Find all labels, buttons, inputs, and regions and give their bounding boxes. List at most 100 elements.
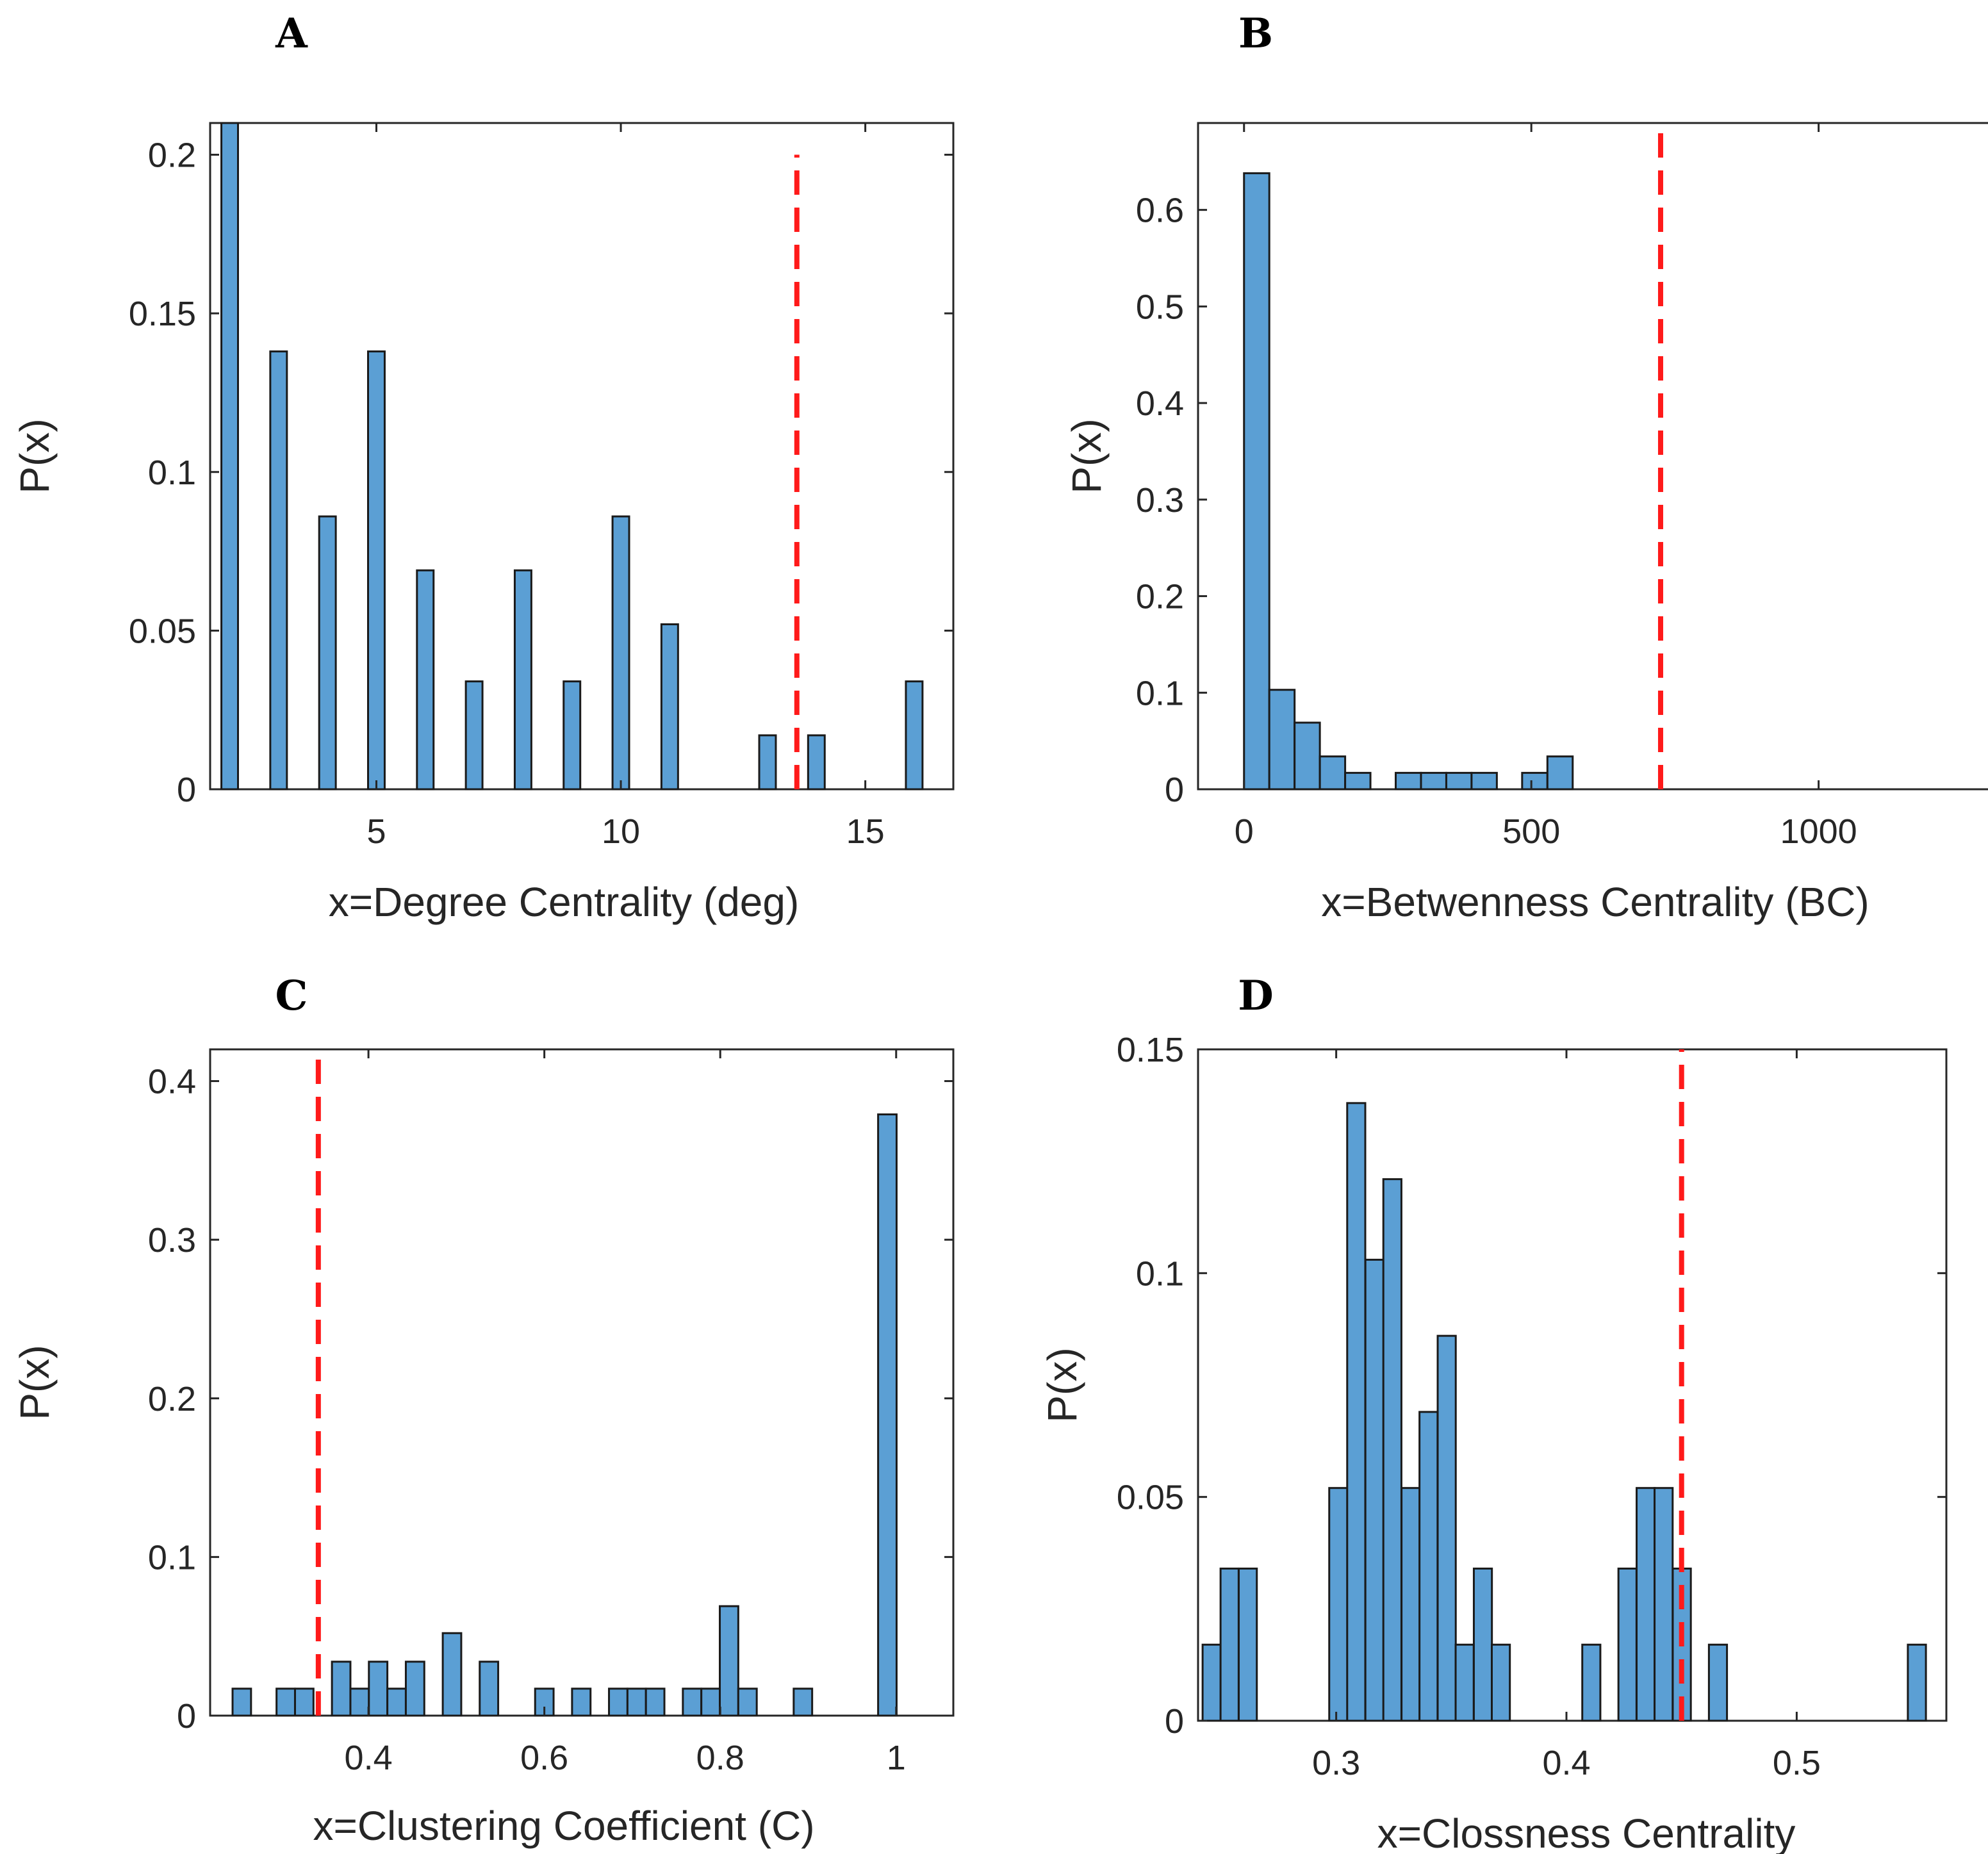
panel-a-y-tick-label: 0.05: [129, 612, 196, 650]
panel-c-y-tick-label: 0.2: [148, 1380, 196, 1418]
panel-d-bar: [1454, 1643, 1475, 1722]
panel-c-bar: [793, 1687, 814, 1717]
panel-c-bar: [441, 1632, 463, 1717]
panel-d-bar: [1654, 1487, 1674, 1722]
panel-a-bar: [905, 680, 924, 791]
panel-a-y-axis-label: P(x): [12, 418, 58, 493]
panel-c-bar: [608, 1687, 628, 1717]
panel-d-axes-box: [1197, 1048, 1948, 1722]
panel-b-bar: [1420, 771, 1447, 791]
panel-d-bar: [1418, 1411, 1439, 1722]
panel-b-x-tick-label: 500: [1502, 812, 1560, 851]
panel-d: D 0.3 0.4 0.5 0 0.05 0.1 0.15 x=Clossness Cen…: [1039, 972, 1948, 1854]
panel-a-bar: [758, 734, 777, 791]
panel-b-x-tick-label: 0: [1235, 812, 1254, 851]
panel-b-x-ticks: 050010001500: [1235, 123, 1857, 851]
panel-a-bar: [220, 122, 240, 791]
panel-a-bar: [660, 623, 679, 791]
panel-a-bar: [269, 350, 288, 791]
panel-a-x-ticks: 5 10 15: [366, 123, 885, 851]
panel-c-y-tick-label: 0.1: [148, 1538, 196, 1577]
panel-c-bar: [479, 1661, 500, 1717]
panel-b-y-tick-label: 0.5: [1136, 288, 1184, 326]
panel-c-bar: [404, 1661, 425, 1717]
panel-c-y-tick-label: 0: [177, 1697, 196, 1735]
panel-b-y-tick-label: 0.1: [1136, 674, 1184, 712]
panel-c-bar: [275, 1687, 296, 1717]
panel-c-letter: C: [275, 972, 308, 1020]
panel-a: A 5 10 15 0 0.05 0.1 0.15 0.2 x=Degree Central…: [12, 10, 955, 925]
panel-c-bar: [719, 1605, 739, 1717]
panel-c: C 0.4 0.6 0.8 1 0 0.1 0.2 0.3 0.4 x=Clustering …: [12, 972, 955, 1849]
panel-c-axes-box: [209, 1048, 955, 1717]
panel-c-bar: [293, 1687, 315, 1717]
panel-b-y-tick-label: 0.3: [1136, 481, 1184, 520]
panel-c-x-tick-label: 0.8: [696, 1739, 744, 1777]
panel-d-bar: [1201, 1643, 1222, 1722]
panel-b-bar: [1318, 755, 1347, 791]
panel-a-y-ticks: 0 0.05 0.1 0.15 0.2: [129, 136, 953, 809]
panel-a-x-tick-label: 10: [602, 812, 640, 851]
panel-b-bar: [1445, 771, 1473, 791]
panel-d-bar: [1617, 1567, 1638, 1722]
panel-b-bar: [1521, 771, 1549, 791]
panel-d-x-tick-label: 0.5: [1773, 1744, 1821, 1782]
panel-b-bar: [1294, 721, 1321, 791]
panel-d-x-tick-label: 0.3: [1312, 1744, 1360, 1782]
panel-d-bar: [1219, 1567, 1240, 1722]
panel-b-bar: [1344, 771, 1372, 791]
panel-d-bar: [1328, 1487, 1349, 1722]
panel-a-axes-box: [209, 122, 955, 791]
panel-b-bar: [1243, 172, 1270, 791]
panel-a-bar: [807, 734, 826, 791]
panel-b-bar: [1546, 755, 1574, 791]
panel-a-bar: [611, 515, 630, 791]
panel-b-x-tick-label: 1000: [1780, 812, 1857, 851]
panel-c-y-tick-label: 0.3: [148, 1221, 196, 1259]
panel-d-bar: [1581, 1643, 1602, 1722]
panel-c-y-tick-label: 0.4: [148, 1063, 196, 1101]
panel-a-y-tick-label: 0.2: [148, 136, 196, 175]
panel-a-bar: [416, 569, 435, 791]
panel-d-y-tick-label: 0.1: [1136, 1254, 1184, 1293]
panel-b-bar: [1395, 771, 1422, 791]
panel-c-bar: [626, 1687, 647, 1717]
panel-c-bar: [877, 1113, 898, 1717]
panel-c-bar: [737, 1687, 758, 1717]
panel-b-bar: [1268, 689, 1296, 791]
panel-d-x-ticks: 0.3 0.4 0.5: [1312, 1049, 1821, 1782]
panel-a-bar: [464, 680, 484, 791]
panel-d-bar: [1238, 1567, 1258, 1722]
panel-c-x-tick-label: 1: [887, 1739, 906, 1777]
panel-d-bar: [1401, 1487, 1421, 1722]
panel-a-x-tick-label: 5: [366, 812, 386, 851]
panel-d-bar: [1346, 1102, 1367, 1722]
panel-c-y-axis-label: P(x): [12, 1345, 58, 1420]
panel-d-bar: [1707, 1643, 1729, 1722]
panel-b-y-tick-label: 0.6: [1136, 192, 1184, 230]
panel-a-bar: [513, 569, 532, 791]
panel-c-bars: [231, 1113, 898, 1717]
panel-a-bar: [367, 350, 386, 791]
panel-c-bar: [386, 1687, 407, 1717]
panel-c-bar: [349, 1687, 370, 1717]
panel-a-y-tick-label: 0.1: [148, 454, 196, 492]
panel-d-letter: D: [1238, 972, 1274, 1020]
panel-c-bar: [571, 1687, 592, 1717]
panel-b: B 050010001500 00.10.20.30.40.50.6 x=Bet…: [1064, 10, 1988, 925]
panel-d-bar: [1490, 1643, 1511, 1722]
panel-b-y-tick-label: 0.2: [1136, 578, 1184, 616]
panel-c-bar: [368, 1661, 389, 1717]
panel-d-bars: [1201, 1102, 1927, 1722]
panel-d-bar: [1436, 1334, 1457, 1722]
panel-a-x-tick-label: 15: [846, 812, 885, 851]
panel-b-y-tick-label: 0.4: [1136, 384, 1184, 423]
panel-d-bar: [1472, 1567, 1493, 1722]
panel-a-bar: [563, 680, 582, 791]
panel-d-y-tick-label: 0.05: [1117, 1479, 1184, 1517]
panel-d-bar: [1364, 1258, 1384, 1722]
panel-b-bars: [1243, 172, 1574, 791]
panel-d-x-tick-label: 0.4: [1542, 1744, 1590, 1782]
panel-c-bar: [231, 1687, 252, 1717]
